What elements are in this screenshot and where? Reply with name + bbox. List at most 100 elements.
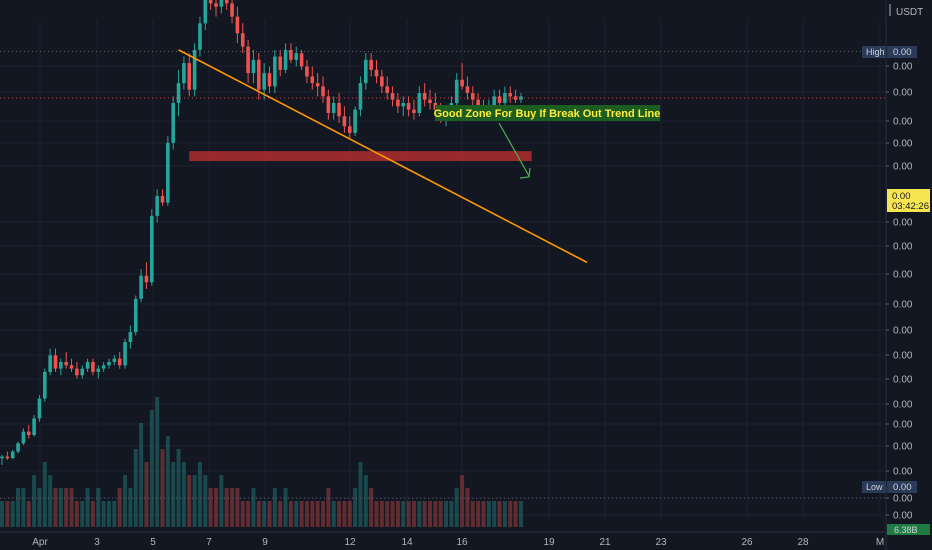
volume-bar bbox=[438, 501, 443, 527]
volume-bar bbox=[10, 501, 15, 527]
candle-body bbox=[358, 83, 363, 110]
volume-bar bbox=[160, 449, 165, 527]
volume-bar bbox=[417, 501, 422, 527]
volume-bar bbox=[486, 501, 491, 527]
candle-body bbox=[80, 368, 85, 376]
volume-bar bbox=[74, 501, 79, 527]
candle-body bbox=[289, 49, 293, 60]
candle-body bbox=[251, 59, 256, 74]
volume-bar bbox=[358, 462, 363, 527]
candle-body bbox=[171, 103, 175, 143]
y-tick-label: 0.00 bbox=[893, 375, 913, 386]
volume-bar bbox=[96, 488, 101, 527]
candle-body bbox=[37, 398, 42, 419]
candle-body bbox=[342, 116, 347, 127]
candle-body bbox=[364, 59, 368, 84]
candle-body bbox=[26, 431, 31, 435]
grid bbox=[0, 20, 886, 518]
volume-bar bbox=[513, 501, 518, 527]
candle-body bbox=[214, 3, 218, 7]
currency-label: USDT bbox=[896, 7, 923, 18]
annotation-box[interactable] bbox=[435, 105, 660, 121]
volume-bar bbox=[144, 462, 149, 527]
volume-bar bbox=[385, 501, 390, 527]
x-tick-label: 5 bbox=[150, 537, 156, 548]
y-tick-label: 0.00 bbox=[893, 162, 913, 173]
candle-body bbox=[401, 103, 406, 107]
y-axis[interactable]: 0.000.000.000.000.000.000.000.000.000.00… bbox=[886, 62, 913, 522]
candle-body bbox=[5, 456, 10, 459]
high-tag: High bbox=[866, 47, 885, 57]
candle-body bbox=[321, 86, 325, 97]
candle-body bbox=[380, 76, 384, 87]
x-axis[interactable]: Apr 3 5 7 9 12 14 16 19 21 23 26 28 M bbox=[32, 537, 884, 548]
candle-body bbox=[10, 451, 15, 459]
annotation-arrow-icon[interactable] bbox=[498, 122, 531, 179]
candle-body bbox=[133, 298, 138, 333]
volume-bar bbox=[278, 501, 283, 527]
volume-bar bbox=[165, 436, 170, 527]
volume-bar bbox=[321, 501, 325, 527]
candle-body bbox=[48, 355, 52, 372]
y-tick-label: 0.00 bbox=[893, 270, 913, 281]
candle-body bbox=[101, 365, 106, 369]
volume-bar bbox=[16, 488, 21, 527]
volume-bar bbox=[454, 488, 459, 527]
candle-body bbox=[278, 56, 282, 70]
volume-bar bbox=[21, 488, 26, 527]
candle-body bbox=[471, 93, 475, 100]
y-tick-label: 0.00 bbox=[893, 242, 913, 253]
candle-body bbox=[406, 103, 411, 110]
volume-bar bbox=[406, 501, 411, 527]
y-tick-label: 0.00 bbox=[893, 442, 913, 453]
volume-bar bbox=[26, 501, 31, 527]
volume-bar bbox=[262, 501, 267, 527]
candle-body bbox=[465, 86, 470, 94]
support-zone[interactable] bbox=[189, 151, 532, 162]
low-value-box bbox=[887, 481, 917, 493]
volume-bar bbox=[139, 423, 144, 527]
volume-bar bbox=[230, 488, 235, 527]
candle-body bbox=[305, 66, 309, 77]
candle-body bbox=[0, 456, 4, 459]
volume-bar bbox=[444, 501, 449, 527]
high-value-box bbox=[887, 46, 917, 58]
volume-bar bbox=[133, 449, 138, 527]
annotation-text: Good Zone For Buy If Break Out Trend Lin… bbox=[434, 108, 661, 120]
candle-body bbox=[385, 86, 389, 94]
volume-bar bbox=[90, 501, 95, 527]
candle-body bbox=[107, 361, 111, 366]
trendline[interactable] bbox=[178, 49, 588, 264]
candle-body bbox=[337, 103, 341, 117]
low-tag: Low bbox=[866, 482, 883, 492]
volume-bar bbox=[246, 501, 251, 527]
candle-body bbox=[246, 46, 250, 74]
volume-bar bbox=[197, 462, 202, 527]
low-value: 0.00 bbox=[893, 482, 912, 493]
candle-body bbox=[139, 275, 143, 299]
candle-body bbox=[96, 368, 101, 372]
candle-body bbox=[267, 73, 272, 87]
candle-body bbox=[160, 195, 165, 203]
volume-bar bbox=[101, 501, 106, 527]
candle-body bbox=[43, 371, 47, 399]
candle-body bbox=[64, 361, 68, 366]
last-price-box bbox=[887, 189, 930, 212]
volume-bar bbox=[390, 501, 395, 527]
volume-bar bbox=[283, 488, 288, 527]
volume-bar bbox=[433, 501, 438, 527]
volume-bar bbox=[69, 488, 74, 527]
candle-body bbox=[112, 358, 117, 362]
x-tick-label: 12 bbox=[344, 537, 356, 548]
candle-body bbox=[390, 93, 395, 100]
candle-body bbox=[182, 63, 186, 84]
candle-body bbox=[460, 79, 464, 87]
candle-body bbox=[155, 195, 159, 216]
volume-bar bbox=[353, 488, 358, 527]
volume-bar bbox=[181, 462, 186, 527]
volume-bar bbox=[294, 501, 299, 527]
candle-body bbox=[150, 215, 154, 283]
volume-bar bbox=[107, 501, 111, 527]
candle-body bbox=[16, 443, 20, 452]
